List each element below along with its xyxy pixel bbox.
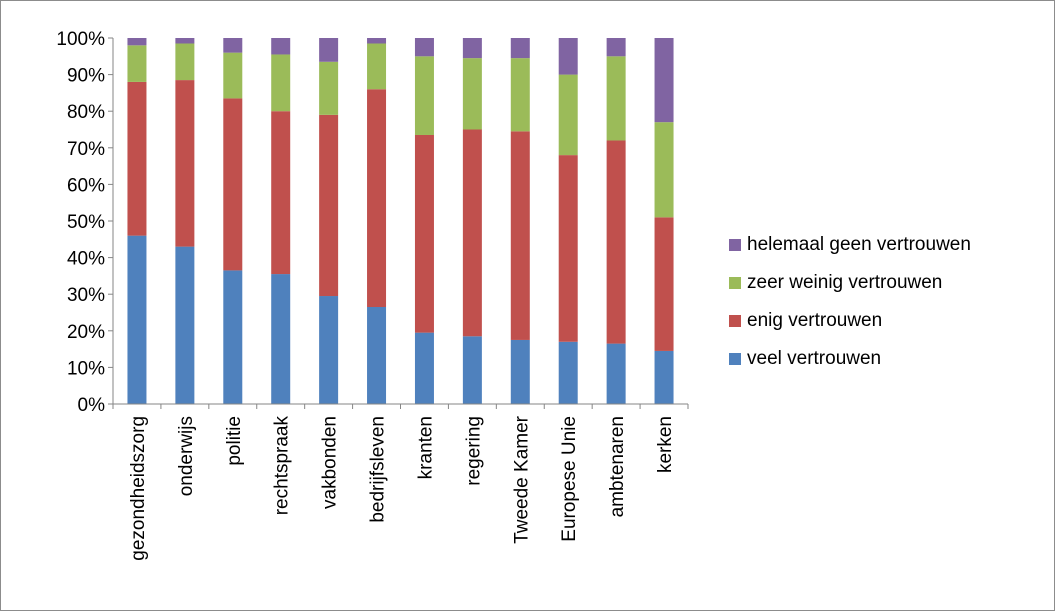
- bar-veel-vertrouwen-onderwijs: [175, 246, 195, 404]
- x-tick-label: bedrijfsleven: [368, 416, 389, 523]
- bar-enig-vertrouwen-vakbonden: [319, 114, 339, 297]
- x-tick-label: gezondheidszorg: [128, 416, 149, 561]
- bar-enig-vertrouwen-regering: [462, 129, 482, 337]
- y-tick-label: 80%: [67, 102, 105, 123]
- bar-veel-vertrouwen-kerken: [654, 350, 674, 404]
- bar-helemaal-geen-vertrouwen-kerken: [654, 38, 674, 123]
- bar-veel-vertrouwen-politie: [223, 270, 243, 404]
- bar-enig-vertrouwen-kranten: [414, 134, 434, 333]
- bar-veel-vertrouwen-vakbonden: [319, 296, 339, 404]
- bar-zeer-weinig-vertrouwen-rechtspraak: [271, 54, 291, 112]
- bar-helemaal-geen-vertrouwen-bedrijfsleven: [367, 38, 387, 44]
- bar-zeer-weinig-vertrouwen-vakbonden: [319, 61, 339, 115]
- bar-veel-vertrouwen-ambtenaren: [606, 343, 626, 404]
- bar-zeer-weinig-vertrouwen-europese-unie: [558, 74, 578, 156]
- bar-zeer-weinig-vertrouwen-bedrijfsleven: [367, 43, 387, 90]
- bar-helemaal-geen-vertrouwen-kranten: [414, 38, 434, 57]
- x-tick-label: politie: [224, 416, 245, 466]
- x-tick-label: onderwijs: [176, 416, 197, 496]
- bar-enig-vertrouwen-ambtenaren: [606, 140, 626, 344]
- bar-helemaal-geen-vertrouwen-regering: [462, 38, 482, 59]
- bar-helemaal-geen-vertrouwen-europese-unie: [558, 38, 578, 75]
- x-tick-label: Europese Unie: [559, 416, 580, 542]
- legend-label: zeer weinig vertrouwen: [747, 272, 943, 293]
- y-tick-label: 0%: [78, 395, 106, 416]
- bar-helemaal-geen-vertrouwen-ambtenaren: [606, 38, 626, 57]
- bar-enig-vertrouwen-kerken: [654, 217, 674, 351]
- bar-zeer-weinig-vertrouwen-kerken: [654, 122, 674, 218]
- legend-item: zeer weinig vertrouwen: [729, 264, 971, 302]
- bar-zeer-weinig-vertrouwen-tweede-kamer: [510, 58, 530, 132]
- x-tick-label: vakbonden: [320, 416, 341, 509]
- legend-item: enig vertrouwen: [729, 302, 971, 340]
- bar-enig-vertrouwen-gezondheidszorg: [127, 81, 147, 236]
- legend-swatch: [729, 239, 741, 251]
- bar-helemaal-geen-vertrouwen-tweede-kamer: [510, 38, 530, 59]
- bar-veel-vertrouwen-tweede-kamer: [510, 339, 530, 404]
- bar-veel-vertrouwen-rechtspraak: [271, 274, 291, 404]
- bar-veel-vertrouwen-regering: [462, 336, 482, 404]
- bar-enig-vertrouwen-tweede-kamer: [510, 131, 530, 340]
- legend-item: helemaal geen vertrouwen: [729, 226, 971, 264]
- x-tick-label: rechtspraak: [272, 416, 293, 516]
- bar-helemaal-geen-vertrouwen-onderwijs: [175, 38, 195, 44]
- legend-label: helemaal geen vertrouwen: [747, 234, 971, 255]
- bar-veel-vertrouwen-europese-unie: [558, 341, 578, 404]
- bar-zeer-weinig-vertrouwen-regering: [462, 58, 482, 130]
- bar-veel-vertrouwen-gezondheidszorg: [127, 235, 147, 404]
- legend-swatch: [729, 277, 741, 289]
- bar-enig-vertrouwen-bedrijfsleven: [367, 89, 387, 308]
- bar-helemaal-geen-vertrouwen-politie: [223, 38, 243, 53]
- bar-helemaal-geen-vertrouwen-vakbonden: [319, 38, 339, 62]
- y-tick-label: 60%: [67, 175, 105, 196]
- x-tick-label: regering: [463, 416, 484, 486]
- y-tick-label: 70%: [67, 139, 105, 160]
- y-tick-label: 50%: [67, 212, 105, 233]
- bar-helemaal-geen-vertrouwen-gezondheidszorg: [127, 38, 147, 46]
- legend-swatch: [729, 353, 741, 365]
- bar-veel-vertrouwen-kranten: [414, 332, 434, 404]
- y-tick-label: 40%: [67, 249, 105, 270]
- y-tick-label: 20%: [67, 322, 105, 343]
- legend-swatch: [729, 315, 741, 327]
- x-tick-label: Tweede Kamer: [511, 415, 532, 543]
- bar-zeer-weinig-vertrouwen-politie: [223, 52, 243, 99]
- bar-zeer-weinig-vertrouwen-gezondheidszorg: [127, 45, 147, 82]
- bar-zeer-weinig-vertrouwen-ambtenaren: [606, 56, 626, 141]
- bar-zeer-weinig-vertrouwen-onderwijs: [175, 43, 195, 81]
- bar-zeer-weinig-vertrouwen-kranten: [414, 56, 434, 135]
- legend-label: enig vertrouwen: [747, 310, 883, 331]
- bar-veel-vertrouwen-bedrijfsleven: [367, 307, 387, 404]
- bar-enig-vertrouwen-rechtspraak: [271, 111, 291, 275]
- x-tick-label: kranten: [415, 416, 436, 479]
- bar-helemaal-geen-vertrouwen-rechtspraak: [271, 38, 291, 55]
- bar-enig-vertrouwen-onderwijs: [175, 80, 195, 247]
- y-tick-label: 90%: [67, 66, 105, 87]
- y-tick-label: 100%: [56, 29, 105, 50]
- y-tick-label: 30%: [67, 285, 105, 306]
- chart-legend: helemaal geen vertrouwen zeer weinig vert…: [729, 226, 971, 378]
- x-tick-label: ambtenaren: [607, 416, 628, 517]
- y-tick-label: 10%: [67, 358, 105, 379]
- legend-label: veel vertrouwen: [747, 348, 882, 369]
- legend-item: veel vertrouwen: [729, 340, 971, 378]
- x-tick-label: kerken: [655, 416, 676, 473]
- bar-enig-vertrouwen-politie: [223, 98, 243, 271]
- bar-enig-vertrouwen-europese-unie: [558, 155, 578, 342]
